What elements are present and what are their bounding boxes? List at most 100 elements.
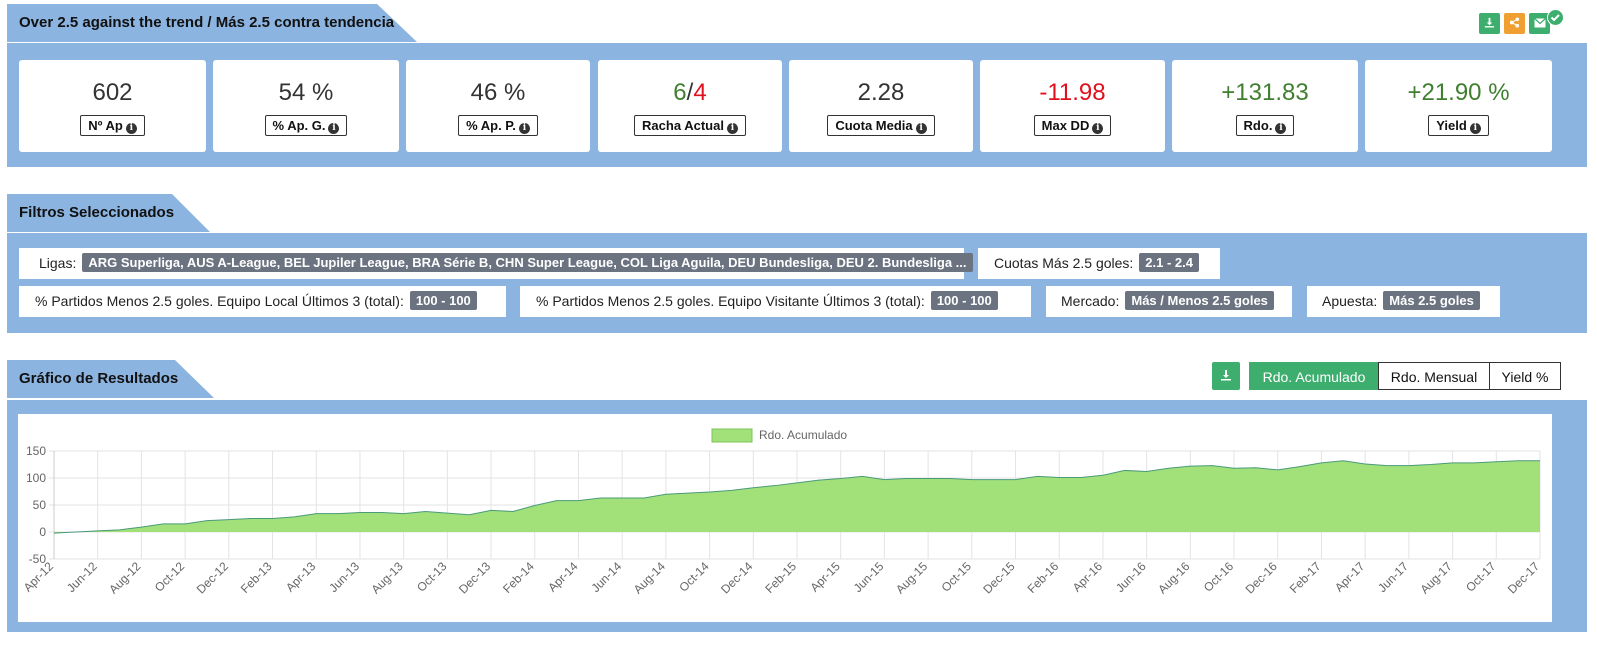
x-tick-label: Jun-14 (588, 559, 624, 595)
stat-card-ap-ganadas: 54 % % Ap. G. i (213, 60, 399, 152)
x-tick-label: Aug-16 (1155, 559, 1192, 596)
filter-label: Cuotas Más 2.5 goles: (994, 255, 1134, 271)
results-title: Gráfico de Resultados (19, 370, 179, 387)
info-icon: i (1275, 123, 1287, 134)
stat-label[interactable]: % Ap. G. i (264, 115, 348, 136)
stat-label[interactable]: Yield i (1428, 115, 1489, 136)
x-tick-label: Apr-17 (1332, 559, 1368, 595)
x-tick-label: Oct-13 (414, 559, 450, 595)
filter-ligas: Ligas: ARG Superliga, AUS A-League, BEL J… (19, 248, 973, 279)
x-tick-label: Oct-15 (939, 559, 975, 595)
filter-visitante-ultimos-3: % Partidos Menos 2.5 goles. Equipo Visit… (520, 286, 1031, 317)
y-tick-label: 100 (26, 471, 46, 485)
stat-value: 46 % (470, 79, 526, 106)
streak-separator: / (686, 79, 694, 106)
stat-card-max-dd: -11.98 Max DD i (980, 60, 1165, 152)
x-tick-label: Aug-17 (1417, 559, 1454, 596)
x-tick-label: Feb-13 (238, 559, 275, 596)
x-tick-label: Dec-17 (1505, 559, 1542, 596)
stat-value: 602 (92, 79, 133, 106)
x-tick-label: Feb-16 (1025, 559, 1062, 596)
x-tick-label: Feb-15 (762, 559, 799, 596)
stat-label[interactable]: Rdo. i (1235, 115, 1295, 136)
info-icon: i (1469, 123, 1481, 134)
y-tick-label: 0 (39, 525, 46, 539)
stat-value: 2.28 (857, 79, 905, 106)
stat-label[interactable]: Max DD i (1033, 115, 1112, 136)
x-tick-label: Aug-12 (106, 559, 143, 596)
x-tick-label: Aug-14 (631, 559, 668, 596)
x-tick-label: Oct-17 (1463, 559, 1499, 595)
streak-losses: 4 (693, 79, 707, 106)
header-tab: Over 2.5 against the trend / Más 2.5 con… (7, 4, 417, 42)
filter-local-ultimos-3: % Partidos Menos 2.5 goles. Equipo Local… (19, 286, 506, 317)
info-icon: i (328, 123, 340, 134)
legend-label: Rdo. Acumulado (759, 428, 847, 442)
x-tick-label: Aug-13 (369, 559, 406, 596)
results-chart-panel: 150 100 50 0 -50 Apr-12 Jun-12 Aug-12 Oct-12 Dec-… (18, 414, 1552, 622)
download-icon (1484, 17, 1495, 28)
area-series-fill (54, 460, 1540, 534)
stat-label[interactable]: Cuota Media i (827, 115, 935, 136)
download-icon (1221, 370, 1231, 381)
x-tick-label: Dec-13 (456, 559, 493, 596)
filter-label: Apuesta: (1322, 293, 1378, 309)
filter-label: Ligas: (39, 255, 77, 271)
filter-value-badge: 2.1 - 2.4 (1139, 253, 1199, 272)
x-tick-label: Apr-16 (1070, 559, 1106, 595)
streak-wins: 6 (673, 79, 687, 106)
toggle-rdo-acumulado[interactable]: Rdo. Acumulado (1249, 362, 1379, 390)
stat-card-racha-actual: 6/4 Racha Actual i (598, 60, 782, 152)
info-icon: i (125, 123, 137, 134)
stat-card-cuota-media: 2.28 Cuota Media i (789, 60, 973, 152)
x-tick-label: Feb-17 (1287, 559, 1324, 596)
y-tick-label: 50 (33, 498, 47, 512)
stat-value: +131.83 (1221, 79, 1309, 106)
stat-label[interactable]: % Ap. P. i (458, 115, 538, 136)
filter-label: % Partidos Menos 2.5 goles. Equipo Local… (35, 293, 404, 309)
info-icon: i (915, 123, 927, 134)
x-tick-label: Apr-13 (283, 559, 319, 595)
legend-swatch (711, 428, 753, 443)
x-tick-label: Dec-14 (718, 559, 755, 596)
email-icon (1533, 18, 1546, 28)
x-tick-label: Dec-15 (980, 559, 1017, 596)
stat-card-yield: +21.90 % Yield i (1365, 60, 1552, 152)
x-tick-label: Jun-15 (851, 559, 887, 595)
email-button[interactable] (1529, 13, 1550, 34)
stat-value: 54 % (278, 79, 334, 106)
info-icon: i (1092, 123, 1104, 134)
share-button[interactable] (1504, 13, 1525, 34)
toggle-rdo-mensual[interactable]: Rdo. Mensual (1378, 362, 1490, 390)
stat-card-rdo: +131.83 Rdo. i (1172, 60, 1358, 152)
filters-tab: Filtros Seleccionados (7, 194, 210, 232)
filter-value-badge: Más 2.5 goles (1383, 291, 1480, 310)
stat-value: 6/4 (598, 78, 782, 108)
info-icon: i (518, 123, 530, 134)
filter-value-badge: 100 - 100 (409, 291, 477, 310)
x-tick-label: Dec-12 (194, 559, 231, 596)
y-tick-label: -50 (29, 552, 47, 566)
x-tick-label: Jun-13 (326, 559, 362, 595)
results-tab: Gráfico de Resultados (7, 360, 214, 398)
filter-label: % Partidos Menos 2.5 goles. Equipo Visit… (536, 293, 925, 309)
chart-download-button[interactable] (1212, 362, 1240, 390)
x-tick-label: Oct-16 (1201, 559, 1237, 595)
stat-label[interactable]: Racha Actual i (634, 115, 746, 136)
x-tick-label: Jun-12 (64, 559, 100, 595)
x-tick-label: Jun-17 (1375, 559, 1411, 595)
x-tick-label: Oct-12 (152, 559, 188, 595)
stat-value: +21.90 % (1407, 79, 1510, 106)
area-series-line (53, 460, 1540, 534)
toggle-yield[interactable]: Yield % (1489, 362, 1561, 390)
download-button[interactable] (1479, 13, 1500, 34)
filter-apuesta: Apuesta: Más 2.5 goles (1307, 286, 1500, 317)
filter-label: Mercado: (1061, 293, 1120, 309)
check-badge-icon (1547, 9, 1564, 26)
x-tick-label: Oct-14 (676, 559, 712, 595)
share-icon (1509, 17, 1520, 28)
stat-label[interactable]: Nº Ap i (80, 115, 145, 136)
info-icon: i (726, 123, 738, 134)
x-tick-label: Aug-15 (893, 559, 930, 596)
